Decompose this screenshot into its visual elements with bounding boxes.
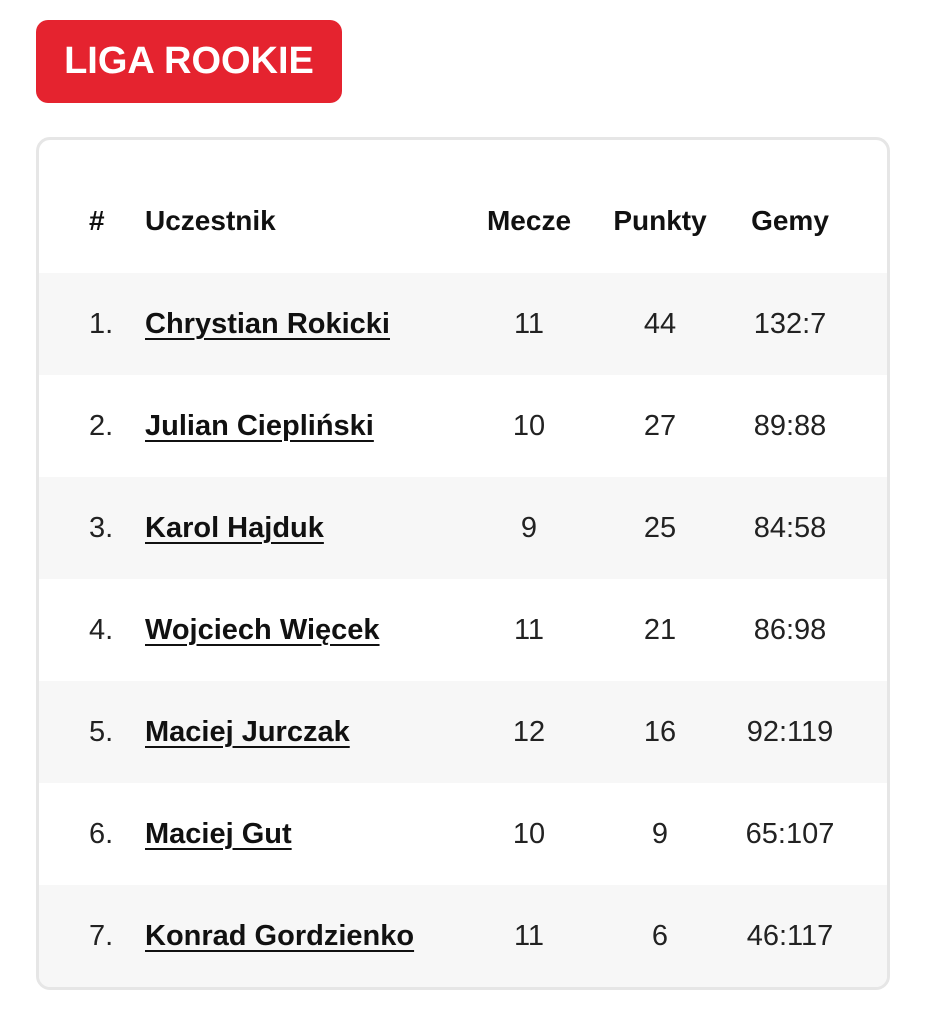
games-cell: 89:88 [753, 409, 827, 442]
matches-cell: 10 [512, 817, 546, 850]
rank-cell: 2. [89, 409, 114, 442]
rank-cell: 7. [89, 919, 114, 952]
games-cell: 92:119 [746, 715, 834, 748]
games-cell: 46:117 [746, 919, 834, 952]
points-cell: 27 [643, 409, 677, 442]
matches-cell: 10 [512, 409, 546, 442]
header-games: Gemy [751, 204, 829, 236]
matches-cell: 12 [512, 715, 546, 748]
rank-cell: 6. [89, 817, 114, 850]
player-link[interactable]: Julian Ciepliński [145, 409, 374, 442]
matches-cell: 11 [513, 919, 545, 952]
table-row: 2. Julian Ciepliński 10 27 89:88 [39, 375, 887, 477]
points-cell: 16 [643, 715, 677, 748]
table-row: 5. Maciej Jurczak 12 16 92:119 [39, 681, 887, 783]
player-link[interactable]: Wojciech Więcek [145, 613, 380, 646]
table-row: 7. Konrad Gordzienko 11 6 46:117 [39, 885, 887, 987]
points-cell: 9 [651, 817, 669, 850]
player-link[interactable]: Karol Hajduk [145, 511, 324, 544]
player-link[interactable]: Konrad Gordzienko [145, 919, 415, 952]
points-cell: 6 [651, 919, 669, 952]
rank-cell: 3. [89, 511, 114, 544]
points-cell: 25 [643, 511, 677, 544]
table-row: 4. Wojciech Więcek 11 21 86:98 [39, 579, 887, 681]
player-link[interactable]: Maciej Gut [145, 817, 292, 850]
table-header-row: # Uczestnik Mecze Punkty Gemy [39, 168, 887, 273]
header-player: Uczestnik [145, 204, 276, 236]
matches-cell: 11 [513, 307, 545, 340]
table-row: 1. Chrystian Rokicki 11 44 132:7 [39, 273, 887, 375]
games-cell: 132:7 [753, 307, 827, 340]
header-rank: # [89, 204, 105, 236]
player-link[interactable]: Maciej Jurczak [145, 715, 350, 748]
table-row: 6. Maciej Gut 10 9 65:107 [39, 783, 887, 885]
header-matches: Mecze [486, 204, 572, 236]
matches-cell: 9 [520, 511, 538, 544]
points-cell: 44 [643, 307, 677, 340]
rank-cell: 1. [89, 307, 114, 340]
table-row: 3. Karol Hajduk 9 25 84:58 [39, 477, 887, 579]
rank-cell: 4. [89, 613, 114, 646]
standings-table: # Uczestnik Mecze Punkty Gemy 1. Chrysti… [36, 137, 890, 990]
matches-cell: 11 [513, 613, 545, 646]
league-title-badge: LIGA ROOKIE [36, 20, 342, 103]
player-link[interactable]: Chrystian Rokicki [145, 307, 390, 340]
games-cell: 86:98 [753, 613, 827, 646]
games-cell: 65:107 [745, 817, 835, 850]
points-cell: 21 [643, 613, 677, 646]
games-cell: 84:58 [753, 511, 827, 544]
rank-cell: 5. [89, 715, 114, 748]
header-points: Punkty [613, 204, 707, 236]
